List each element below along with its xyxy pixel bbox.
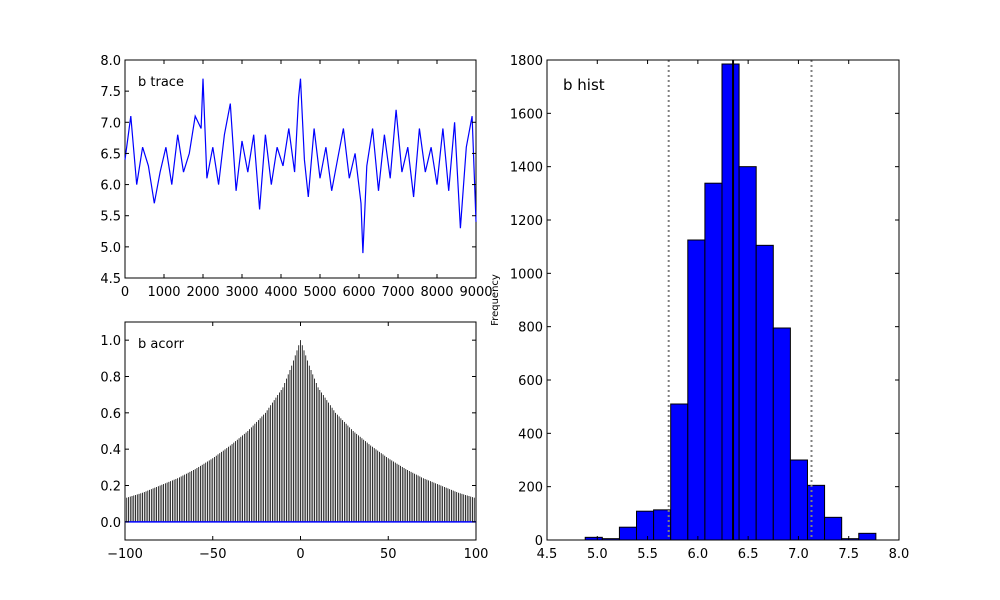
hist-x-tick-label: 6.5 (738, 547, 759, 562)
hist-bar (687, 239, 706, 541)
hist-bar (670, 403, 689, 541)
trace-x-tick-label: 7000 (381, 285, 414, 300)
acorr-x-tick-label: −50 (199, 547, 226, 562)
trace-plot-frame (124, 59, 477, 279)
hist-y-tick-label: 0 (535, 534, 543, 549)
hist-y-tick-label: 1800 (510, 54, 543, 69)
trace-y-axis: 4.5 5.0 5.5 6.0 6.5 7.0 7.5 8.0 (100, 54, 476, 287)
trace-y-tick-label: 7.5 (100, 85, 121, 100)
trace-x-tick-label: 1000 (147, 285, 180, 300)
acorr-x-tick-label: −100 (107, 547, 143, 562)
trace-x-tick-label: 3000 (225, 285, 258, 300)
acorr-y-axis: 0.0 0.2 0.4 0.6 0.8 1.0 (100, 334, 476, 531)
acorr-x-tick-label: 50 (380, 547, 397, 562)
hist-bar (789, 459, 808, 541)
hist-y-axis: 0 200 400 600 800 1000 1200 1400 1600 1800 (510, 54, 899, 549)
hist-x-tick-label: 8.0 (889, 547, 910, 562)
acorr-panel: −100 −50 0 50 100 0.0 0.2 0.4 0.6 0.8 1.0 b acorr (100, 321, 488, 562)
hist-bar (806, 484, 826, 541)
hist-bar (721, 63, 740, 541)
trace-series (124, 78, 477, 254)
acorr-y-tick-label: 0.8 (100, 371, 121, 386)
trace-x-tick-label: 6000 (342, 285, 375, 300)
trace-y-tick-label: 6.5 (100, 147, 121, 162)
hist-y-tick-label: 200 (518, 481, 543, 496)
trace-panel: 0 1000 2000 3000 4000 5000 6000 7000 8000 9000 4.… (100, 54, 492, 300)
acorr-x-axis: −100 −50 0 50 100 (107, 322, 488, 562)
hist-bar (824, 516, 843, 541)
hist-plot-frame (546, 59, 900, 541)
hist-ylabel: Frequency (490, 274, 501, 326)
hist-bars (584, 63, 877, 541)
acorr-title: b acorr (138, 337, 185, 352)
trace-y-tick-label: 4.5 (100, 272, 121, 287)
hist-title: b hist (563, 76, 605, 94)
acorr-y-tick-label: 0.6 (100, 407, 121, 422)
hist-x-tick-label: 5.5 (637, 547, 658, 562)
trace-y-tick-label: 6.0 (100, 179, 121, 194)
trace-y-tick-label: 5.0 (100, 241, 121, 256)
hist-bar (738, 166, 757, 541)
trace-y-tick-label: 5.5 (100, 210, 121, 225)
hist-x-tick-label: 5.0 (587, 547, 608, 562)
hist-bar (858, 532, 877, 541)
trace-x-tick-label: 4000 (264, 285, 297, 300)
trace-x-tick-label: 5000 (303, 285, 336, 300)
hist-x-tick-label: 4.5 (537, 547, 558, 562)
hist-y-tick-label: 1600 (510, 107, 543, 122)
hist-y-tick-label: 1200 (510, 214, 543, 229)
hist-bar (618, 526, 638, 541)
hist-panel: 4.5 5.0 5.5 6.0 6.5 7.0 7.5 8.0 0 200 400 600 800 10… (490, 54, 909, 562)
hist-y-tick-label: 400 (518, 427, 543, 442)
trace-title: b trace (138, 75, 184, 90)
trace-line (124, 78, 477, 254)
acorr-y-tick-label: 0.0 (100, 516, 121, 531)
hist-y-tick-label: 1400 (510, 161, 543, 176)
acorr-x-tick-label: 0 (296, 547, 304, 562)
hist-bar (755, 244, 774, 541)
trace-x-tick-label: 9000 (459, 285, 492, 300)
acorr-y-tick-label: 1.0 (100, 334, 121, 349)
hist-x-tick-label: 7.0 (788, 547, 809, 562)
hist-bar (636, 510, 655, 541)
hist-bar (704, 182, 723, 541)
hist-reference-lines (667, 60, 813, 540)
trace-x-tick-label: 8000 (420, 285, 453, 300)
hist-y-tick-label: 800 (518, 321, 543, 336)
hist-y-tick-label: 1000 (510, 267, 543, 282)
hist-x-axis: 4.5 5.0 5.5 6.0 6.5 7.0 7.5 8.0 (537, 60, 910, 562)
trace-y-tick-label: 8.0 (100, 54, 121, 69)
acorr-bars (124, 340, 477, 523)
trace-y-tick-label: 7.0 (100, 116, 121, 131)
acorr-y-tick-label: 0.2 (100, 480, 121, 495)
acorr-x-tick-label: 100 (464, 547, 489, 562)
acorr-y-tick-label: 0.4 (100, 443, 121, 458)
hist-bar (772, 327, 791, 541)
trace-x-tick-label: 0 (121, 285, 129, 300)
trace-x-axis: 0 1000 2000 3000 4000 5000 6000 7000 8000 9000 (121, 60, 493, 300)
hist-x-tick-label: 6.0 (688, 547, 709, 562)
trace-x-tick-label: 2000 (186, 285, 219, 300)
hist-y-tick-label: 600 (518, 374, 543, 389)
hist-x-tick-label: 7.5 (838, 547, 859, 562)
